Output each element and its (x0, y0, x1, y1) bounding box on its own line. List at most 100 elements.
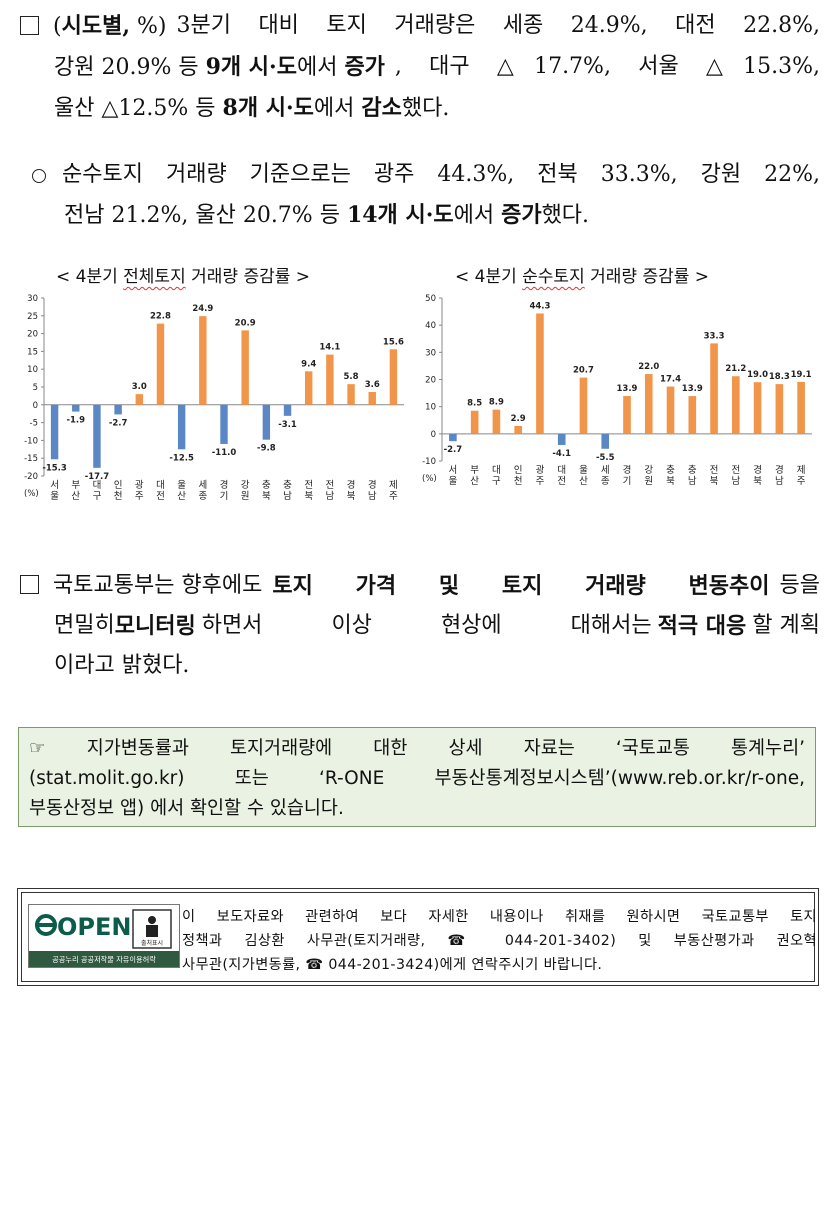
bar (449, 433, 457, 442)
bar (220, 404, 228, 444)
bar (623, 396, 631, 434)
category-label: 제 (389, 480, 398, 491)
category-label: 충 (283, 480, 292, 491)
bar (199, 316, 207, 405)
paragraph-monitoring-plan: 국토교통부는 향후에도 토지 가격 및 토지 거래량 변동추이 등을 면밀히 모… (20, 566, 820, 686)
category-label: 경 (220, 479, 229, 491)
data-label: 9.4 (301, 359, 316, 369)
data-label: 3.6 (365, 380, 380, 390)
category-label: 인 (114, 480, 123, 491)
category-label: 주 (536, 476, 545, 487)
category-label: 제 (797, 465, 806, 476)
bar (710, 343, 718, 434)
data-label: 8.9 (489, 398, 504, 408)
category-label: 경 (623, 464, 632, 476)
y-tick-label: 10 (27, 365, 38, 375)
y-tick-label: -10 (422, 457, 436, 467)
category-label: 대 (93, 480, 102, 491)
paragraph-line: 이라고 밝혔다. (54, 653, 190, 678)
paragraph-regional-volume: (시도별, %) 3분기 대비 토지 거래량은 세종 24.9%, 대전 22.… (20, 6, 820, 129)
data-label: -15.3 (42, 463, 67, 473)
reference-note-box: ☞ 지가변동률과 토지거래량에 대한 상세 자료는 ‘국토교통 통계누리’ (s… (18, 727, 816, 827)
chart-title-pure-land: < 4분기 순수토지 거래량 증감률 > (455, 267, 710, 287)
data-label: -2.7 (109, 418, 128, 428)
category-label: 북 (262, 491, 271, 502)
data-label: -2.7 (444, 445, 463, 455)
data-label: -1.9 (66, 416, 85, 426)
bar-chart-total-land: 302520151050-5-10-15-20(%)-15.3서울-1.9부산-… (24, 294, 404, 502)
category-label: 부 (71, 480, 80, 491)
category-label: 대 (557, 465, 566, 476)
data-label: 8.5 (467, 399, 482, 409)
paragraph-line: 면밀히 모니터링 하면서 이상 현상에 대해서는 적극 대응 할 계획 (54, 613, 820, 639)
data-label: 20.7 (573, 366, 594, 376)
paragraph-line: (시도별, %) 3분기 대비 토지 거래량은 세종 24.9%, 대전 22.… (20, 6, 820, 47)
bar (283, 404, 292, 416)
data-label: 3.0 (132, 382, 147, 392)
bar (347, 384, 355, 405)
category-label: 남 (326, 491, 335, 502)
category-label: 전 (710, 465, 719, 476)
data-label: -3.1 (278, 420, 297, 430)
bar (50, 404, 59, 460)
data-label: -12.5 (169, 453, 194, 463)
data-label: 14.1 (319, 343, 340, 353)
category-label: 북 (304, 491, 313, 502)
y-tick-label: 30 (425, 348, 436, 358)
category-label: 북 (347, 491, 356, 502)
category-label: 부 (470, 465, 479, 476)
data-label: 44.3 (529, 301, 550, 311)
bar (177, 404, 186, 450)
checkbox-bullet-icon (20, 575, 39, 594)
bar (797, 381, 805, 434)
bar (368, 391, 376, 405)
paragraph-line: 순수토지 거래량 기준으로는 광주 44.3%, 전북 33.3%, 강원 22… (32, 155, 820, 195)
y-tick-label: -15 (24, 454, 38, 464)
category-label: 울 (579, 465, 588, 476)
y-tick-label: 0 (431, 430, 436, 440)
category-label: 기 (623, 476, 632, 487)
svg-text:출처표시: 출처표시 (141, 939, 163, 947)
data-label: -4.1 (552, 449, 571, 459)
data-label: 24.9 (192, 304, 213, 314)
category-label: 울 (449, 476, 458, 487)
bar (241, 330, 249, 405)
category-label: 원 (644, 476, 653, 487)
y-tick-label: 15 (27, 347, 38, 357)
category-label: 천 (514, 476, 523, 487)
category-label: 산 (470, 476, 479, 487)
bar (579, 377, 588, 434)
data-label: 2.9 (511, 414, 526, 424)
bar-chart-pure-land: 50403020100-10(%)-2.7서울8.5부산8.9대구2.9인천44… (422, 294, 812, 487)
data-label: 17.4 (660, 375, 681, 385)
category-label: 경 (753, 464, 762, 476)
bar (389, 349, 398, 405)
bar (644, 374, 653, 434)
category-label: 전 (156, 491, 165, 502)
category-label: 산 (71, 491, 80, 502)
category-label: 충 (262, 480, 271, 491)
open-license-logo: OPEN 출처표시 공공누리 공공저작물 자유이용허락 (28, 904, 180, 968)
category-label: 남 (368, 491, 377, 502)
category-label: 전 (304, 480, 313, 491)
data-label: 13.9 (682, 384, 703, 394)
bar (326, 354, 334, 405)
y-tick-label: 5 (33, 383, 38, 393)
open-license-icon: OPEN 출처표시 공공누리 공공저작물 자유이용허락 (29, 909, 179, 967)
y-tick-label: 30 (27, 294, 38, 304)
category-label: 구 (492, 476, 501, 487)
data-label: 33.3 (704, 331, 725, 341)
bar (72, 404, 80, 412)
category-label: 울 (177, 480, 186, 491)
category-label: 기 (220, 491, 229, 502)
paragraph-line: 국토교통부는 향후에도 토지 가격 및 토지 거래량 변동추이 등을 (20, 566, 820, 606)
category-label: 남 (731, 476, 740, 487)
contact-info-box: OPEN 출처표시 공공누리 공공저작물 자유이용허락 이 보도자료와 관련하여… (17, 888, 819, 986)
data-label: 19.0 (747, 370, 768, 380)
category-label: 충 (688, 465, 697, 476)
y-tick-label: -5 (30, 419, 38, 429)
logo-word: OPEN (57, 913, 131, 941)
data-label: 22.8 (150, 312, 171, 322)
category-label: 주 (797, 476, 806, 487)
bar (601, 433, 610, 449)
